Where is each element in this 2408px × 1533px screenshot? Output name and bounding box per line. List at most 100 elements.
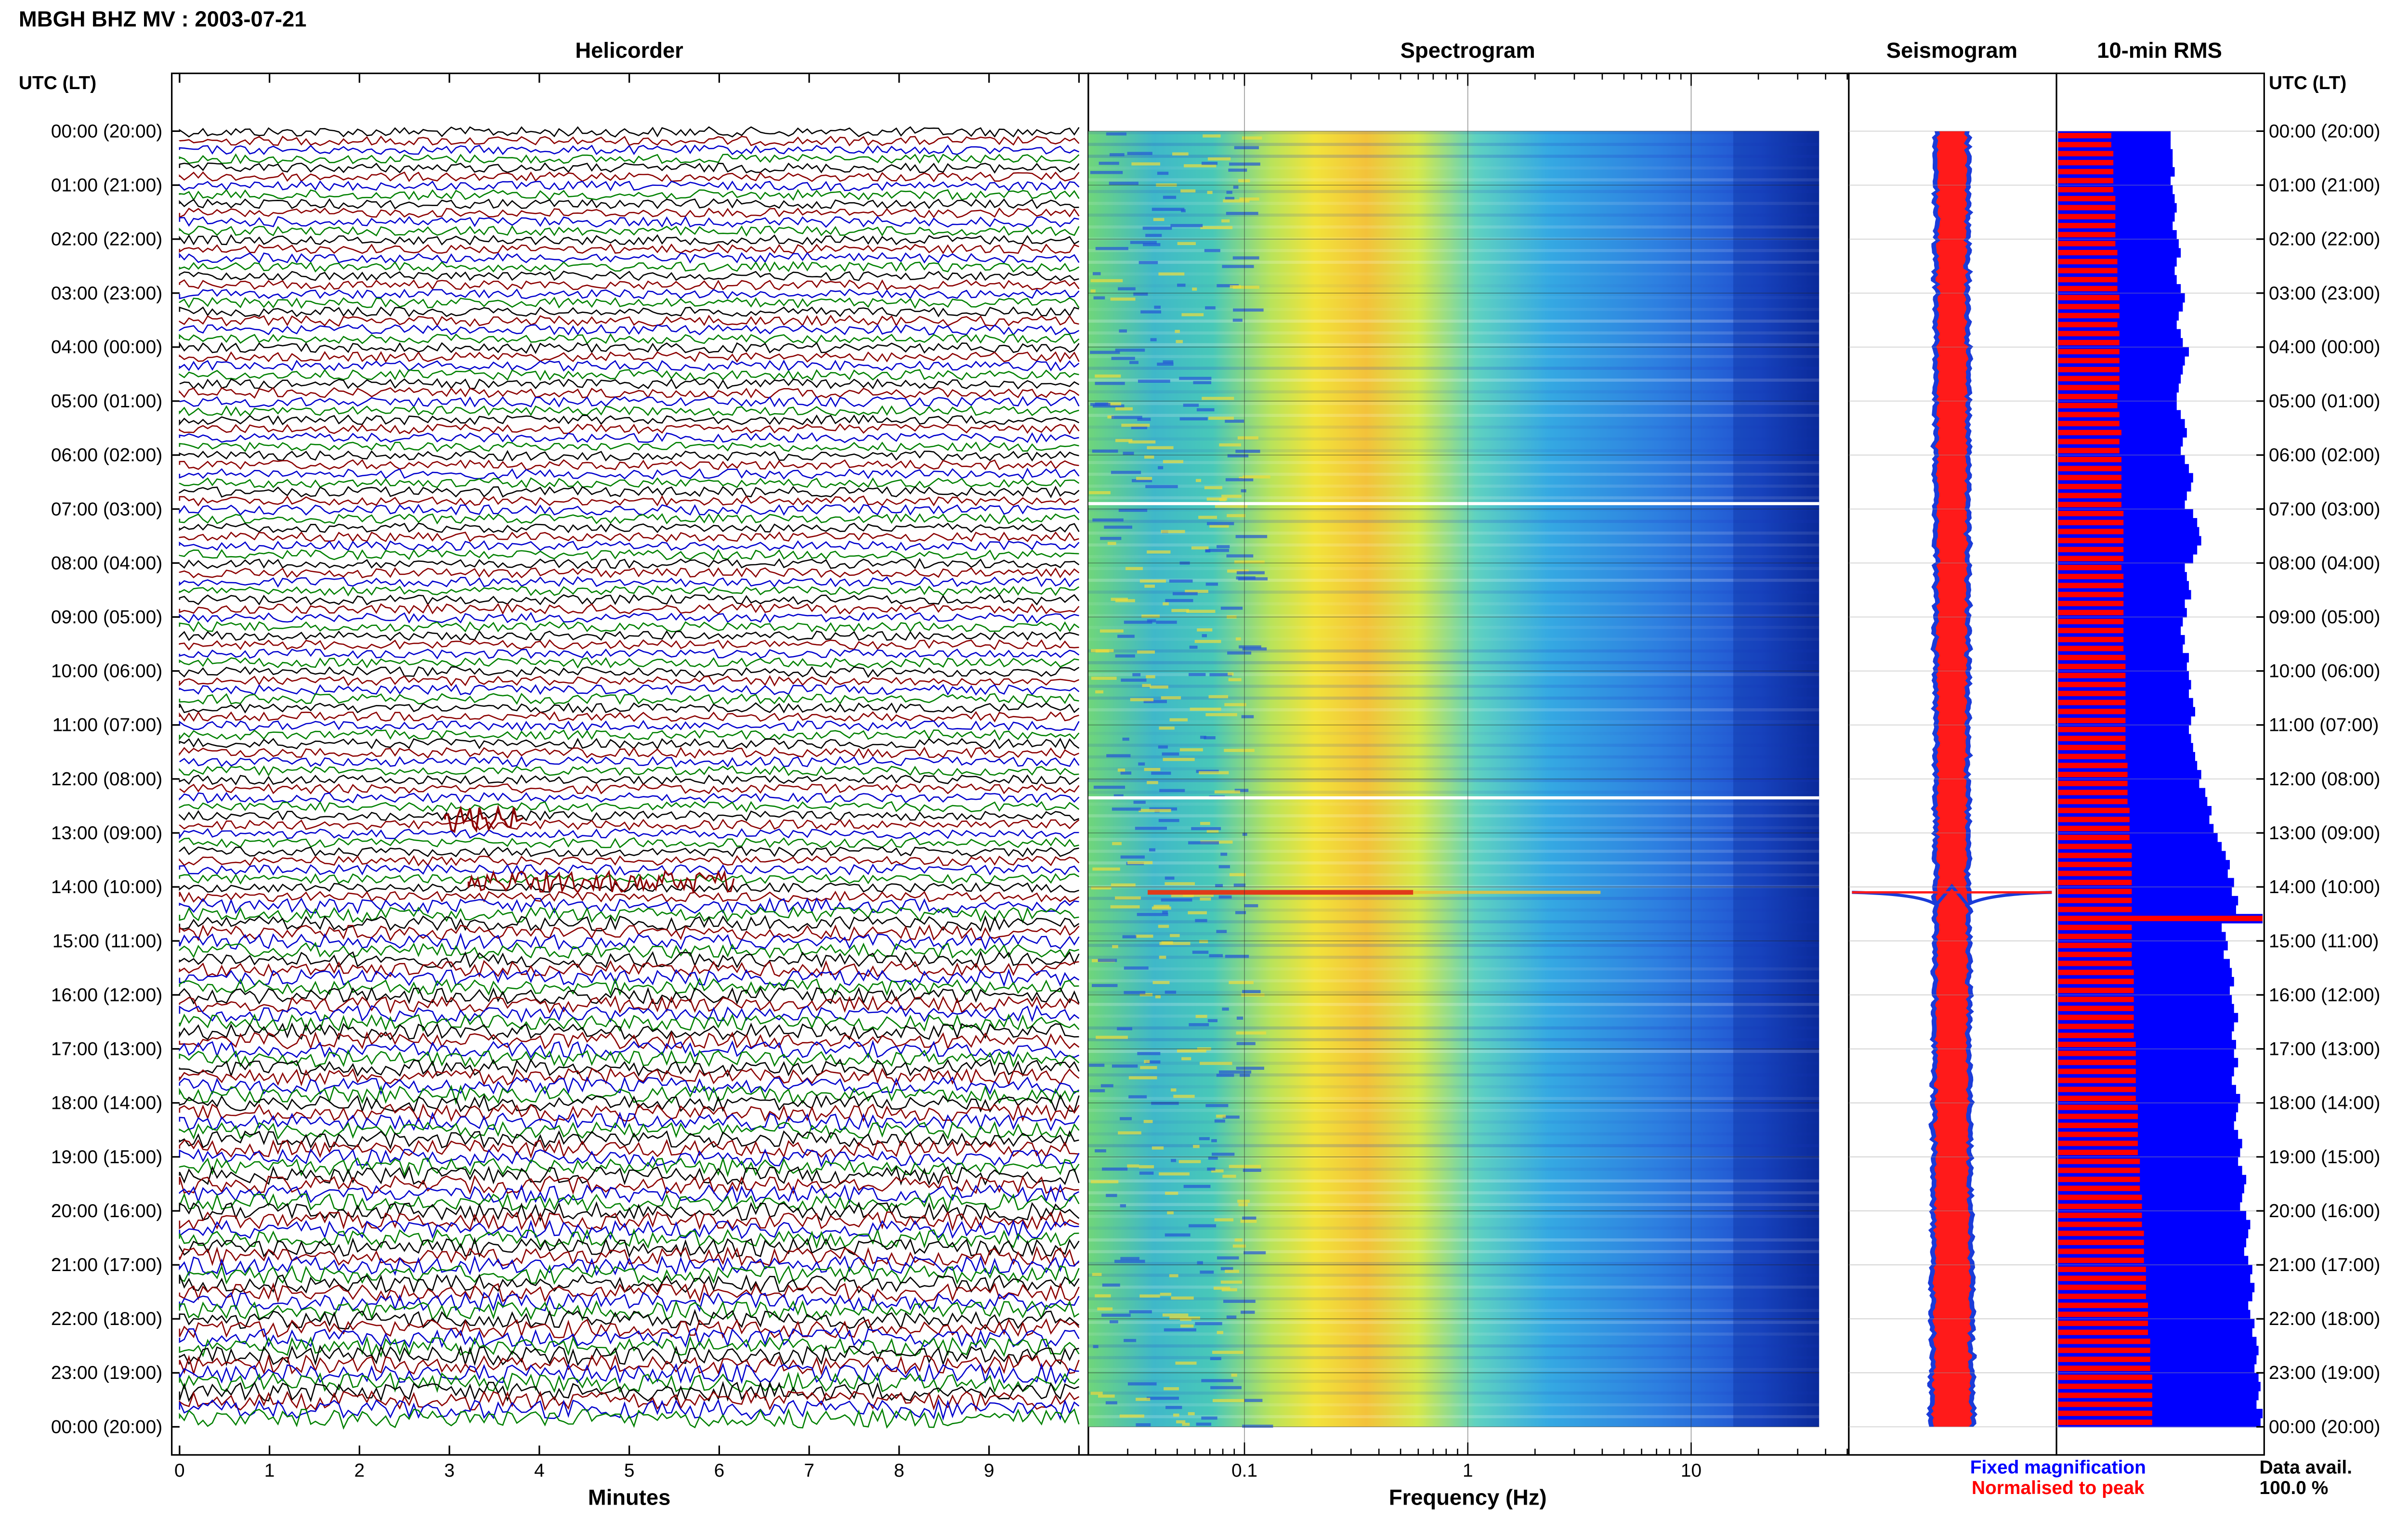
spectrogram-speck [1124,1338,1137,1342]
spectrogram-speck [1137,417,1151,421]
spectrogram-speck [1101,1313,1131,1317]
helicorder-trace [179,504,1080,516]
spectrogram-row [1088,614,1819,618]
spectrogram-speck [1152,906,1171,910]
spectrogram-speck [1207,1019,1218,1023]
spectrogram-row [1088,378,1819,382]
helicorder-trace [179,1058,1080,1078]
spectrogram-speck [1211,1169,1224,1173]
rms-bar-normalised [2058,538,2124,544]
helicorder-trace [179,968,1080,987]
spectrogram-speck [1118,508,1148,512]
spectrogram-speck [1172,152,1189,156]
spectrogram-speck [1193,381,1212,384]
spectrogram-speck [1096,1036,1128,1039]
spectrogram-speck [1228,678,1242,681]
spectrogram-speck [1125,567,1143,571]
time-tick-label-right: 19:00 (15:00) [2269,1147,2380,1168]
rms-bar-normalised [2058,322,2118,327]
panel-title-spectrogram: Spectrogram [1400,38,1535,63]
spectrogram-speck [1205,549,1211,553]
rms-bar-normalised [2058,295,2120,300]
rms-bar-normalised [2058,312,2120,319]
spectrogram-speck [1188,1412,1195,1416]
rms-bar-normalised [2058,844,2132,849]
rms-bar-normalised [2058,924,2132,930]
spectrogram-row [1088,155,1819,158]
spectrogram-speck [1220,1280,1243,1284]
spectrogram-speck [1217,1331,1224,1334]
spectrogram-speck [1090,1391,1103,1395]
spectrogram-speck [1219,498,1226,502]
spectrogram-row [1088,355,1819,358]
rms-bar-normalised [2058,277,2118,283]
helicorder-trace [179,1336,1080,1358]
spectrogram-speck [1243,475,1270,479]
spectrogram-row [1088,449,1819,453]
spectrogram-speck [1152,981,1170,984]
spectrogram-speck [1228,672,1234,676]
x-axis-label-frequency: Frequency (Hz) [1389,1485,1547,1510]
spectrogram-speck [1141,614,1160,618]
spectrogram-speck [1107,542,1116,545]
helicorder-trace [179,171,1080,182]
spectrogram-row [1088,649,1819,653]
spectrogram-speck [1179,748,1203,752]
spectrogram-speck [1242,1424,1273,1428]
spectrogram-speck [1244,904,1258,908]
spectrogram-speck [1183,164,1217,168]
spectrogram-row [1088,472,1819,476]
spectrogram-row [1088,685,1819,688]
spectrogram-speck [1089,1089,1105,1092]
spectrogram-speck [1179,377,1212,380]
spectrogram-speck [1137,913,1168,916]
spectrogram-row [1088,331,1819,335]
time-tick-label-left: 19:00 (15:00) [51,1147,162,1168]
time-tick-label-right: 15:00 (11:00) [2269,931,2379,951]
spectrogram-row [1088,190,1819,194]
spectrogram-speck [1099,161,1119,165]
spectrogram-speck [1159,942,1191,945]
spectrogram-speck [1139,261,1158,264]
helicorder-trace [179,1273,1080,1294]
helicorder-trace [179,960,1079,978]
time-tick-label-right: 18:00 (14:00) [2269,1093,2380,1114]
rms-bar-normalised [2058,1131,2138,1137]
time-tick-label-right: 01:00 (21:00) [2269,175,2380,196]
spectrogram-row [1088,366,1819,370]
spectrogram-speck [1089,491,1111,494]
spectrogram-speck [1240,1220,1257,1223]
rms-bar-normalised [2058,187,2114,193]
spectrogram-speck [1226,554,1254,558]
rms-bar-normalised [2058,619,2124,624]
spectrogram-speck [1229,1165,1261,1168]
x-axis-label-minutes: Minutes [588,1485,670,1510]
spectrogram-speck [1210,1357,1221,1361]
spectrogram-speck [1156,621,1177,624]
spectrogram-speck [1177,242,1196,246]
spectrogram-speck [1201,1379,1233,1382]
rms-bar-normalised [2058,987,2134,993]
spectrogram-row [1088,131,1819,134]
helicorder-trace [179,1084,1079,1105]
rms-bar-normalised [2058,546,2124,552]
time-tick-label-left: 05:00 (01:00) [51,391,162,412]
spectrogram-speck [1143,700,1167,703]
rms-bar-normalised [2058,997,2134,1002]
time-tick-label-left: 00:00 (20:00) [51,1416,162,1437]
spectrogram-row [1088,944,1819,947]
spectrogram-speck [1162,910,1168,914]
spectrogram-row [1088,1368,1819,1371]
rms-bar-normalised [2058,268,2118,273]
spectrogram-speck [1242,990,1261,993]
spectrogram-speck [1092,984,1118,987]
helicorder-trace [179,558,1080,570]
spectrogram-speck [1165,1406,1182,1409]
spectrogram-speck [1177,284,1186,287]
helicorder-trace [179,396,1080,408]
helicorder-trace [179,594,1080,606]
spectrogram-speck [1202,397,1234,400]
spectrogram-row [1088,696,1819,700]
rms-bar-normalised [2058,915,2263,922]
spectrogram-speck [1109,182,1139,185]
